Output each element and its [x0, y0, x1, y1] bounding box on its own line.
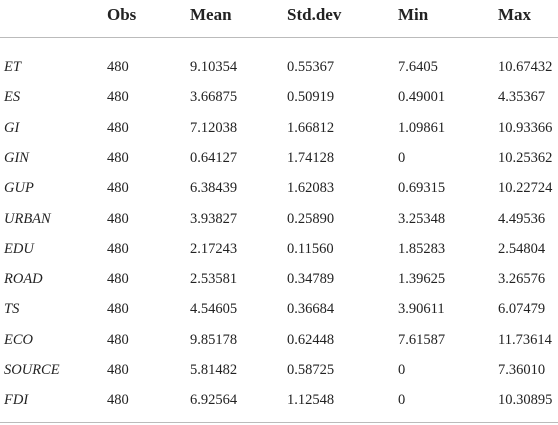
cell-value: 2.17243 [190, 240, 238, 257]
cell-value: 0.69315 [398, 180, 446, 197]
cell-value: 0.55367 [287, 59, 335, 75]
cell-value: 0.34789 [287, 271, 335, 288]
cell-value: 3.66875 [190, 89, 238, 106]
cell-value: 6.07479 [498, 301, 546, 318]
cell-value: 0 [398, 392, 406, 409]
cell-value: 3.26576 [498, 271, 546, 288]
header-rule [0, 37, 558, 38]
cell-value: 1.12548 [287, 392, 335, 409]
cell-value: 6.38439 [190, 180, 238, 197]
column-header: Min [398, 5, 429, 24]
row-label: ES [4, 89, 21, 106]
cell-value: 0.50919 [287, 89, 335, 106]
cell-value: 4.49536 [498, 210, 546, 227]
cell-value: 2.53581 [190, 271, 238, 288]
cell-value: 6.92564 [190, 392, 238, 409]
cell-value: 0 [398, 362, 406, 378]
cell-value: 0.25890 [287, 210, 335, 227]
cell-value: 2.54804 [498, 240, 546, 257]
row-label: ECO [4, 331, 33, 348]
cell-value: 480 [107, 240, 129, 257]
bottom-rule [0, 422, 558, 423]
cell-value: 480 [107, 119, 129, 136]
cell-value: 0.58725 [287, 362, 335, 378]
cell-value: 480 [107, 392, 129, 409]
cell-value: 1.39625 [398, 271, 446, 288]
cell-value: 7.12038 [190, 119, 238, 136]
cell-value: 0.62448 [287, 331, 335, 348]
row-label: GI [4, 119, 20, 136]
cell-value: 5.81482 [190, 362, 238, 378]
cell-value: 480 [107, 301, 129, 318]
row-label: SOURCE [4, 362, 60, 378]
column-header: Max [498, 5, 532, 24]
row-label: GIN [4, 149, 29, 166]
cell-value: 480 [107, 271, 129, 288]
column-header: Obs [107, 5, 137, 24]
cell-value: 480 [107, 331, 129, 348]
row-label: URBAN [4, 210, 51, 227]
cell-value: 7.36010 [498, 362, 546, 378]
cell-value: 480 [107, 89, 129, 106]
cell-value: 10.67432 [498, 59, 553, 75]
cell-value: 10.30895 [498, 392, 553, 409]
cell-value: 3.25348 [398, 210, 446, 227]
row-label: FDI [4, 392, 29, 409]
cell-value: 10.93366 [498, 119, 553, 136]
cell-value: 0.64127 [190, 149, 238, 166]
cell-value: 0.11560 [287, 240, 334, 257]
cell-value: 9.10354 [190, 59, 238, 75]
cell-value: 1.62083 [287, 180, 335, 197]
row-label: EDU [4, 240, 34, 257]
cell-value: 3.90611 [398, 301, 445, 318]
cell-value: 10.22724 [498, 180, 553, 197]
cell-value: 3.93827 [190, 210, 238, 227]
row-label: GUP [4, 180, 34, 197]
cell-value: 7.61587 [398, 331, 446, 348]
cell-value: 480 [107, 149, 129, 166]
row-label: TS [4, 301, 20, 318]
cell-value: 480 [107, 59, 129, 75]
cell-value: 11.73614 [498, 331, 552, 348]
cell-value: 1.74128 [287, 149, 335, 166]
cell-value: 480 [107, 362, 129, 378]
cell-value: 0 [398, 149, 406, 166]
column-header: Std.dev [287, 5, 342, 24]
row-label: ET [4, 59, 21, 75]
cell-value: 4.54605 [190, 301, 238, 318]
column-header: Mean [190, 5, 232, 24]
cell-value: 1.09861 [398, 119, 446, 136]
cell-value: 0.36684 [287, 301, 335, 318]
cell-value: 4.35367 [498, 89, 546, 106]
cell-value: 1.66812 [287, 119, 335, 136]
cell-value: 10.25362 [498, 149, 553, 166]
row-label: ROAD [4, 271, 43, 288]
cell-value: 1.85283 [398, 240, 446, 257]
cell-value: 7.6405 [398, 59, 438, 75]
cell-value: 0.49001 [398, 89, 446, 106]
cell-value: 9.85178 [190, 331, 238, 348]
cell-value: 480 [107, 180, 129, 197]
cell-value: 480 [107, 210, 129, 227]
